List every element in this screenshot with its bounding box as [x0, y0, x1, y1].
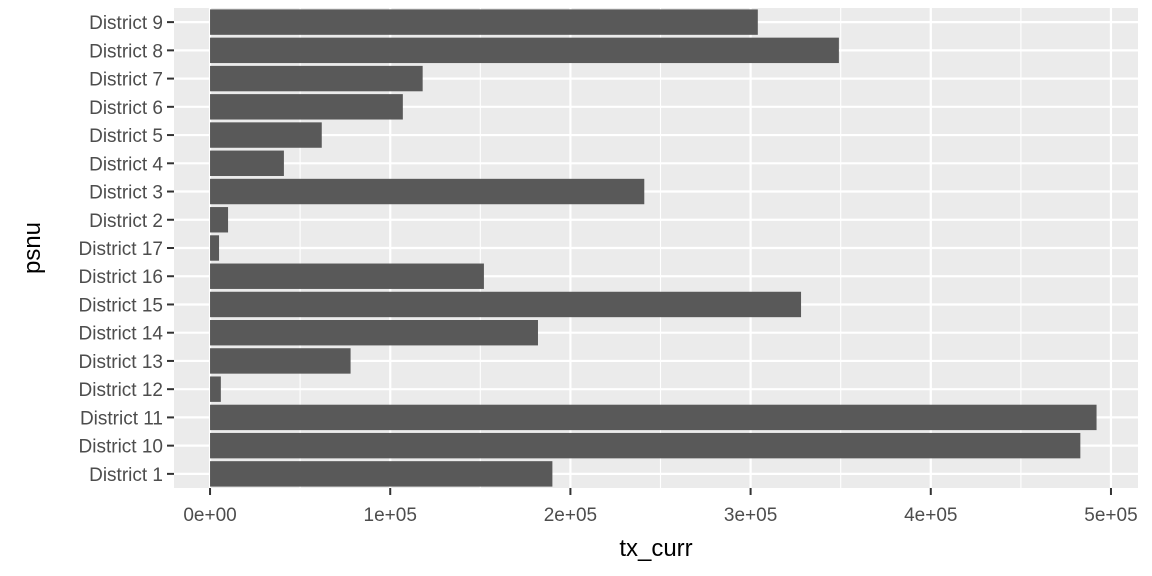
- y-tick-label: District 8: [89, 41, 163, 62]
- bar-district-8: [210, 37, 839, 64]
- bar-district-9: [210, 9, 758, 35]
- bars: [210, 9, 1097, 487]
- y-tick-label: District 9: [89, 13, 163, 34]
- bar-district-3: [210, 178, 645, 205]
- x-tick-label: 1e+05: [364, 505, 417, 526]
- bar-district-1: [210, 461, 553, 487]
- x-axis-title: tx_curr: [619, 535, 692, 562]
- y-tick-label: District 4: [89, 154, 163, 175]
- x-axis: 0e+00 1e+05 2e+05 3e+05 4e+05 5e+05: [183, 488, 1138, 526]
- y-tick-label: District 3: [89, 183, 163, 204]
- y-tick-label: District 10: [79, 437, 163, 458]
- bar-district-5: [210, 122, 322, 148]
- y-tick-label: District 13: [79, 352, 163, 373]
- bar-district-6: [210, 94, 403, 120]
- bar-district-10: [210, 432, 1081, 459]
- y-tick-label: District 2: [89, 211, 163, 232]
- bar-district-14: [210, 320, 538, 346]
- y-tick-label: District 15: [79, 295, 163, 316]
- bar-district-13: [210, 348, 351, 374]
- y-axis: District 1 District 10 District 11 District…: [79, 13, 174, 486]
- y-tick-label: District 16: [79, 267, 163, 288]
- y-tick-label: District 11: [80, 408, 163, 429]
- bar-district-4: [210, 150, 284, 176]
- bar-district-15: [210, 291, 802, 318]
- bar-district-11: [210, 404, 1097, 431]
- bar-district-12: [210, 376, 221, 402]
- y-tick-label: District 14: [79, 324, 164, 345]
- y-tick-label: District 1: [89, 465, 163, 486]
- x-tick-label: 4e+05: [904, 505, 957, 526]
- y-axis-title: psnu: [19, 222, 46, 274]
- x-tick-label: 3e+05: [724, 505, 777, 526]
- y-tick-label: District 5: [89, 126, 163, 147]
- y-tick-label: District 6: [89, 98, 163, 119]
- bar-district-7: [210, 65, 423, 92]
- y-tick-label: District 7: [89, 70, 163, 91]
- bar-district-2: [210, 207, 229, 233]
- y-tick-label: District 17: [79, 239, 163, 260]
- bar-district-16: [210, 263, 484, 289]
- x-tick-label: 5e+05: [1084, 505, 1137, 526]
- x-tick-label: 2e+05: [544, 505, 597, 526]
- x-tick-label: 0e+00: [183, 505, 236, 526]
- bar-district-17: [210, 235, 220, 261]
- y-tick-label: District 12: [79, 380, 163, 401]
